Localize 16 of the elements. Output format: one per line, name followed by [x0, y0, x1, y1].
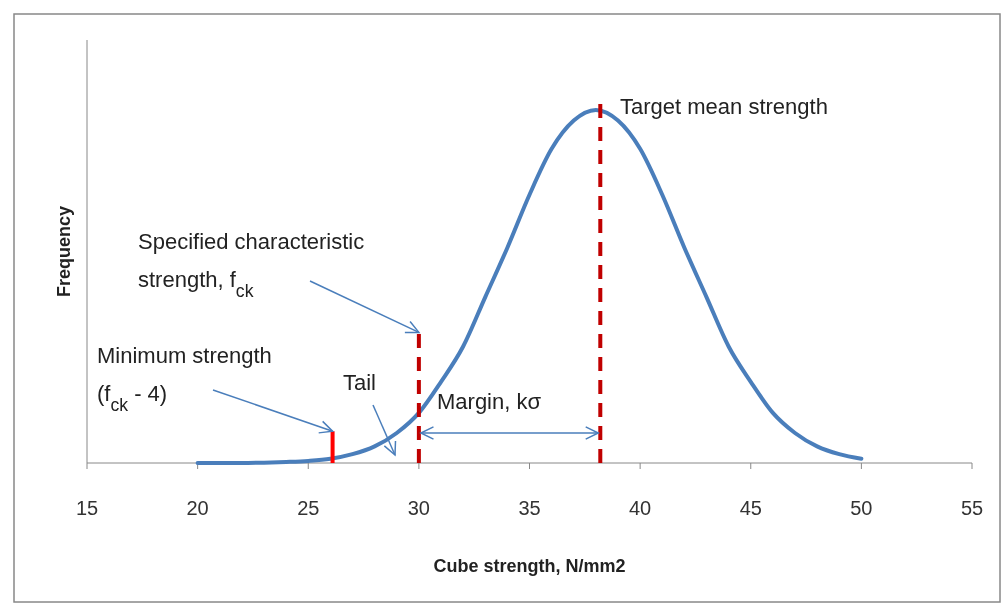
x-tick-label: 30	[407, 497, 430, 519]
x-tick-label: 40	[629, 497, 652, 519]
x-tick-label: 50	[850, 497, 873, 519]
annotation: Specified characteristic strength, f$_{ck}$	[138, 229, 365, 301]
annotation: Target mean strength	[620, 94, 828, 119]
annotation: Tail	[343, 370, 377, 395]
annotation: Margin, kσ	[437, 389, 542, 414]
x-tick-label: 45	[739, 497, 762, 519]
x-tick-label: 25	[297, 497, 320, 519]
x-tick-label: 55	[960, 497, 984, 519]
annotation: Minimum strength (f$_{ck}$ - 4)	[97, 343, 272, 415]
x-tick-label: 35	[518, 497, 541, 519]
x-axis-title: Cube strength, N/mm2	[433, 556, 626, 576]
x-tick-label: 15	[75, 497, 99, 519]
x-tick-label: 20	[186, 497, 209, 519]
y-axis-title: Frequency	[54, 205, 74, 298]
